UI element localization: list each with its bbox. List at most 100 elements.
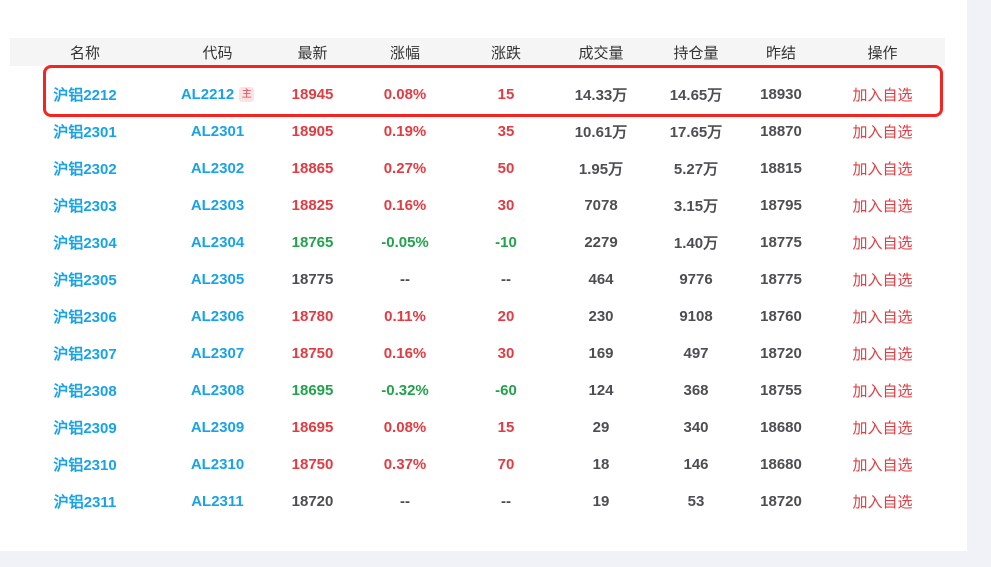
contract-code-link[interactable]: AL2308 xyxy=(190,382,245,399)
contract-code-cell: AL2212 主 xyxy=(160,66,275,113)
contract-name-link[interactable]: 沪铝2302 xyxy=(53,161,117,178)
contract-name-link[interactable]: 沪铝2309 xyxy=(53,420,117,437)
add-watchlist-button[interactable]: 加入自选 xyxy=(852,457,913,474)
table-row: 沪铝2304 AL2304 18765 -0.05% -10 2279 1.40万 18775… xyxy=(10,224,945,261)
contract-name-link[interactable]: 沪铝2306 xyxy=(53,309,117,326)
action-cell: 加入自选 xyxy=(820,335,945,372)
contract-code-link[interactable]: AL2310 xyxy=(190,456,245,473)
change-percent: 0.27% xyxy=(383,160,427,177)
prev-settlement: 18795 xyxy=(760,197,802,214)
change-amount: 35 xyxy=(497,123,515,140)
contract-code-link[interactable]: AL2212 xyxy=(180,86,235,103)
contract-code-link[interactable]: AL2309 xyxy=(190,419,245,436)
contract-name-link[interactable]: 沪铝2307 xyxy=(53,346,117,363)
contract-name-cell: 沪铝2212 xyxy=(10,66,160,113)
volume: 19 xyxy=(592,493,610,510)
change-percent: -- xyxy=(400,271,410,288)
change-amount: 30 xyxy=(497,345,515,362)
change-percent: 0.16% xyxy=(383,345,427,362)
contract-name-link[interactable]: 沪铝2301 xyxy=(53,124,117,141)
change-amount: 15 xyxy=(497,419,515,436)
contract-code-link[interactable]: AL2311 xyxy=(191,493,244,510)
latest-price: 18865 xyxy=(291,160,334,177)
contract-code-link[interactable]: AL2306 xyxy=(190,308,245,325)
open-interest: 5.27万 xyxy=(673,161,719,178)
table-body: 沪铝2212 AL2212 主 18945 0.08% 15 14.33万 14.65万 189… xyxy=(10,66,945,520)
contract-name-cell: 沪铝2306 xyxy=(10,298,160,335)
add-watchlist-button[interactable]: 加入自选 xyxy=(852,87,913,104)
contract-name-cell: 沪铝2309 xyxy=(10,409,160,446)
contract-name-cell: 沪铝2304 xyxy=(10,224,160,261)
contract-code-link[interactable]: AL2303 xyxy=(190,197,245,214)
add-watchlist-button[interactable]: 加入自选 xyxy=(852,494,913,511)
volume: 10.61万 xyxy=(574,124,628,141)
prev-settlement: 18720 xyxy=(760,493,802,510)
contract-name-cell: 沪铝2303 xyxy=(10,187,160,224)
prev-settlement: 18680 xyxy=(760,456,802,473)
latest-price: 18750 xyxy=(291,456,334,473)
change-amount: 70 xyxy=(497,456,515,473)
add-watchlist-button[interactable]: 加入自选 xyxy=(852,346,913,363)
contract-code-cell: AL2302 xyxy=(160,150,275,187)
column-header-latest: 最新 xyxy=(275,38,350,66)
add-watchlist-button[interactable]: 加入自选 xyxy=(852,198,913,215)
open-interest: 497 xyxy=(683,345,709,362)
contract-code-link[interactable]: AL2304 xyxy=(190,234,245,251)
change-percent: 0.11% xyxy=(384,308,426,325)
contract-name-cell: 沪铝2305 xyxy=(10,261,160,298)
contract-name-link[interactable]: 沪铝2303 xyxy=(53,198,117,215)
change-percent: -0.05% xyxy=(381,234,429,251)
latest-price: 18825 xyxy=(291,197,334,214)
add-watchlist-button[interactable]: 加入自选 xyxy=(852,235,913,252)
contract-name-cell: 沪铝2310 xyxy=(10,446,160,483)
table-header: 名称 代码 最新 涨幅 涨跌 成交量 持仓量 昨结 操作 xyxy=(10,38,945,66)
change-amount: -- xyxy=(501,271,511,288)
latest-price: 18905 xyxy=(291,123,334,140)
contract-name-link[interactable]: 沪铝2311 xyxy=(53,494,117,511)
contract-code-cell: AL2301 xyxy=(160,113,275,150)
contract-name-link[interactable]: 沪铝2308 xyxy=(53,383,117,400)
contract-name-cell: 沪铝2308 xyxy=(10,372,160,409)
contract-code-link[interactable]: AL2305 xyxy=(190,271,245,288)
table-header-row: 名称 代码 最新 涨幅 涨跌 成交量 持仓量 昨结 操作 xyxy=(10,38,945,66)
column-header-prev: 昨结 xyxy=(742,38,820,66)
contract-name-link[interactable]: 沪铝2310 xyxy=(53,457,117,474)
contract-name-link[interactable]: 沪铝2305 xyxy=(53,272,117,289)
add-watchlist-button[interactable]: 加入自选 xyxy=(852,272,913,289)
contract-code-cell: AL2309 xyxy=(160,409,275,446)
prev-settlement: 18680 xyxy=(760,419,802,436)
column-header-oi: 持仓量 xyxy=(650,38,742,66)
add-watchlist-button[interactable]: 加入自选 xyxy=(852,124,913,141)
add-watchlist-button[interactable]: 加入自选 xyxy=(852,383,913,400)
prev-settlement: 18720 xyxy=(760,345,802,362)
change-amount: -- xyxy=(501,493,511,510)
contract-name-cell: 沪铝2307 xyxy=(10,335,160,372)
contract-name-link[interactable]: 沪铝2212 xyxy=(53,87,117,104)
table-row: 沪铝2303 AL2303 18825 0.16% 30 7078 3.15万 18795 加入… xyxy=(10,187,945,224)
volume: 7078 xyxy=(584,197,618,214)
add-watchlist-button[interactable]: 加入自选 xyxy=(852,309,913,326)
column-header-action: 操作 xyxy=(820,38,945,66)
contract-code-link[interactable]: AL2302 xyxy=(190,160,245,177)
prev-settlement: 18815 xyxy=(760,160,802,177)
content-card: 名称 代码 最新 涨幅 涨跌 成交量 持仓量 昨结 操作 沪铝2212 AL2212 主 18945 0… xyxy=(0,0,967,551)
change-amount: 30 xyxy=(497,197,515,214)
contract-code-cell: AL2304 xyxy=(160,224,275,261)
contract-code-link[interactable]: AL2307 xyxy=(190,345,245,362)
contract-code-link[interactable]: AL2301 xyxy=(190,123,245,140)
volume: 230 xyxy=(588,308,614,325)
volume: 169 xyxy=(588,345,614,362)
column-header-code: 代码 xyxy=(160,38,275,66)
contract-name-cell: 沪铝2301 xyxy=(10,113,160,150)
contract-code-cell: AL2308 xyxy=(160,372,275,409)
table-row: 沪铝2305 AL2305 18775 -- -- 464 9776 18775 加入自选 xyxy=(10,261,945,298)
contract-name-cell: 沪铝2302 xyxy=(10,150,160,187)
add-watchlist-button[interactable]: 加入自选 xyxy=(852,161,913,178)
contract-name-link[interactable]: 沪铝2304 xyxy=(53,235,117,252)
volume: 124 xyxy=(588,382,614,399)
add-watchlist-button[interactable]: 加入自选 xyxy=(852,420,913,437)
change-percent: 0.08% xyxy=(383,419,427,436)
prev-settlement: 18755 xyxy=(760,382,802,399)
prev-settlement: 18775 xyxy=(760,234,802,251)
open-interest: 146 xyxy=(683,456,709,473)
